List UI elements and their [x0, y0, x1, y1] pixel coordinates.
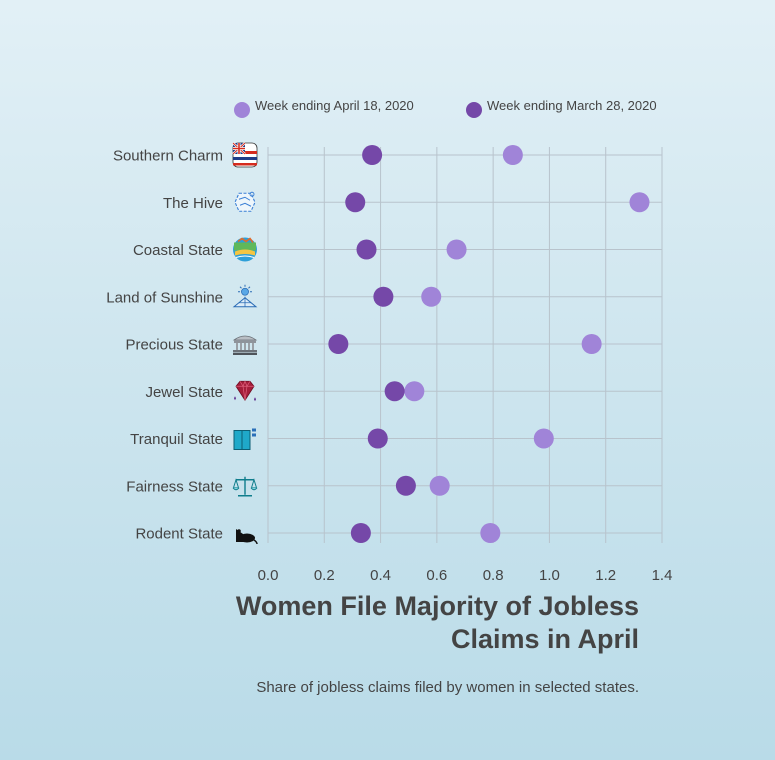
data-points	[328, 145, 650, 543]
data-point	[362, 145, 383, 165]
data-point	[581, 334, 602, 354]
scales-icon	[232, 476, 258, 497]
data-point	[446, 239, 467, 260]
category-label: Land of Sunshine	[106, 289, 223, 306]
data-point	[421, 286, 442, 307]
data-point	[345, 192, 366, 213]
data-point	[533, 428, 554, 449]
data-point	[429, 475, 450, 496]
x-tick-label: 1.2	[595, 567, 616, 584]
y-axis-labels: Southern Charm The Hive Coastal State Land …	[106, 148, 223, 543]
data-point	[502, 145, 523, 165]
coastal-island-icon	[232, 236, 258, 263]
data-point	[404, 381, 425, 402]
x-tick-label: 0.4	[370, 567, 391, 584]
data-point	[480, 523, 501, 543]
rat-icon	[235, 528, 258, 545]
x-tick-label: 0.0	[258, 567, 279, 584]
grid-layer	[267, 147, 663, 543]
category-label: Rodent State	[135, 526, 223, 543]
x-tick-label: 1.4	[652, 567, 673, 584]
gem-icon	[233, 380, 257, 402]
data-point	[629, 192, 650, 213]
legend-marker	[234, 102, 250, 118]
category-label: Precious State	[125, 337, 223, 354]
tranquil-door-icon	[233, 428, 257, 450]
sunshine-icon	[233, 284, 257, 308]
category-label: Southern Charm	[113, 148, 223, 165]
chart-subtitle: Share of jobless claims filed by women i…	[256, 679, 639, 696]
x-tick-label: 0.8	[483, 567, 504, 584]
x-axis-ticks: 0.0 0.2 0.4 0.6 0.8 1.0 1.2 1.4	[258, 567, 673, 584]
chart-title: Women File Majority of Jobless Claims in…	[235, 591, 639, 654]
legend: Week ending April 18, 2020 Week ending Ma…	[234, 98, 657, 118]
legend-label: Week ending April 18, 2020	[255, 98, 414, 113]
category-label: Coastal State	[133, 242, 223, 259]
legend-marker	[466, 102, 482, 118]
category-label: The Hive	[163, 195, 223, 212]
category-label: Jewel State	[145, 384, 223, 401]
data-point	[384, 381, 405, 402]
data-point	[367, 428, 388, 449]
category-label: Fairness State	[126, 478, 223, 495]
x-tick-label: 1.0	[539, 567, 560, 584]
hawaii-flag-icon	[232, 142, 258, 168]
data-point	[356, 239, 377, 260]
category-label: Tranquil State	[130, 431, 223, 448]
data-point	[328, 334, 349, 354]
data-point	[350, 523, 371, 543]
legend-label: Week ending March 28, 2020	[487, 98, 657, 113]
state-icons	[232, 142, 258, 545]
x-tick-label: 0.6	[426, 567, 447, 584]
data-point	[395, 475, 416, 496]
hive-icon	[234, 191, 256, 212]
x-tick-label: 0.2	[314, 567, 335, 584]
data-point	[373, 286, 394, 307]
capitol-building-icon	[232, 335, 258, 356]
